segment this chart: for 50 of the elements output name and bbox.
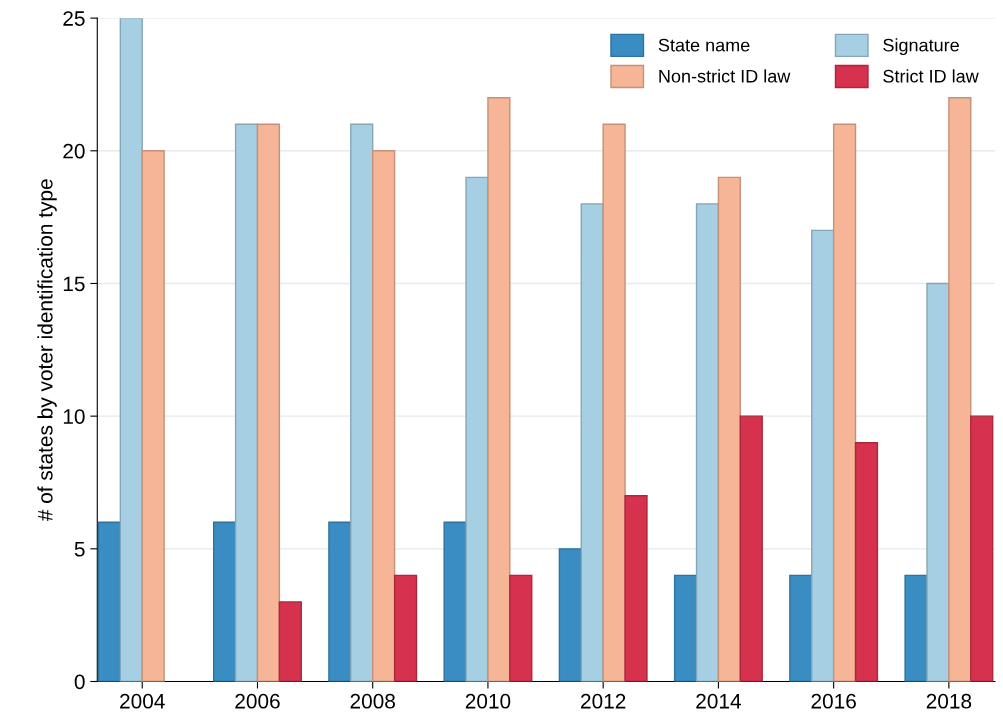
legend-label: Non-strict ID law [659,69,791,83]
legend-label: State name [658,38,750,52]
x-tick-label: 2008 [350,693,395,709]
bar [673,574,698,682]
bar [328,521,352,682]
x-tick-label: 2004 [120,693,165,709]
bar [739,415,763,682]
bar [97,521,122,682]
y-tick-label: 25 [63,11,85,26]
bar [580,203,604,682]
bar [811,229,835,682]
bar [141,150,165,682]
y-axis-title: # of states by voter identification type [37,179,57,522]
y-tick-label: 0 [74,674,85,690]
legend-label: Strict ID law [883,69,979,83]
bar [234,123,259,682]
bar [854,441,879,682]
x-tick-label: 2010 [465,693,511,709]
x-tick-label: 2014 [696,693,741,709]
bar [256,123,281,682]
bar [443,521,467,682]
x-tick-label: 2012 [581,693,626,709]
bar [970,415,994,682]
x-tick-label: 2018 [926,693,972,709]
bar [212,521,237,682]
bar [624,495,648,682]
bar [509,574,533,682]
bar [695,203,720,682]
y-tick-label: 15 [63,276,85,292]
x-tick-label: 2016 [811,693,856,709]
bar [350,123,374,682]
x-tick-label: 2006 [235,693,280,709]
bar [948,97,972,682]
bar [602,123,626,682]
bar [558,548,582,682]
bar [904,574,928,682]
bar [487,97,511,682]
bar [372,150,396,682]
y-tick-label: 5 [74,542,85,557]
bar [393,574,418,682]
bar [789,574,813,682]
bar [465,176,489,682]
y-tick-label: 10 [63,409,85,424]
bar [278,601,302,682]
y-tick-label: 20 [63,143,85,159]
bar [717,176,742,682]
bar [119,18,143,682]
bar [832,123,857,682]
legend-label: Signature [883,38,959,56]
bar [926,282,950,682]
